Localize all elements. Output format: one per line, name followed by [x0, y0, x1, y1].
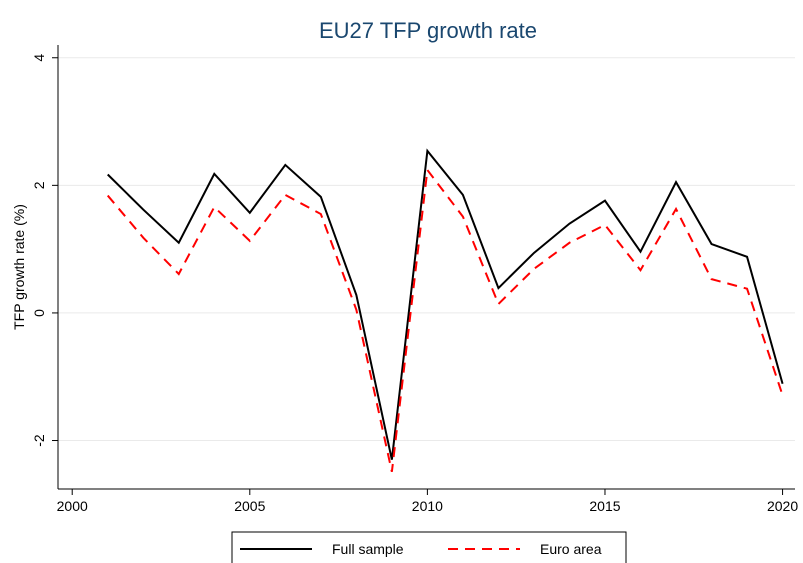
y-tick-label: -2: [31, 434, 47, 447]
chart-title: EU27 TFP growth rate: [319, 18, 537, 43]
legend-label: Full sample: [332, 541, 404, 557]
series-line: [106, 167, 784, 472]
series-line: [107, 148, 784, 460]
x-tick-label: 2020: [767, 498, 798, 514]
legend-box: [231, 531, 627, 563]
y-axis-label: TFP growth rate (%): [11, 204, 27, 330]
x-tick-label: 2010: [412, 498, 443, 514]
y-tick-label: 4: [31, 54, 47, 62]
y-tick-label: 0: [31, 309, 47, 317]
x-tick-label: 2000: [57, 498, 88, 514]
y-tick-label: 2: [31, 181, 47, 189]
x-tick-label: 2015: [589, 498, 620, 514]
legend-label: Euro area: [540, 541, 602, 557]
x-tick-label: 2005: [234, 498, 265, 514]
